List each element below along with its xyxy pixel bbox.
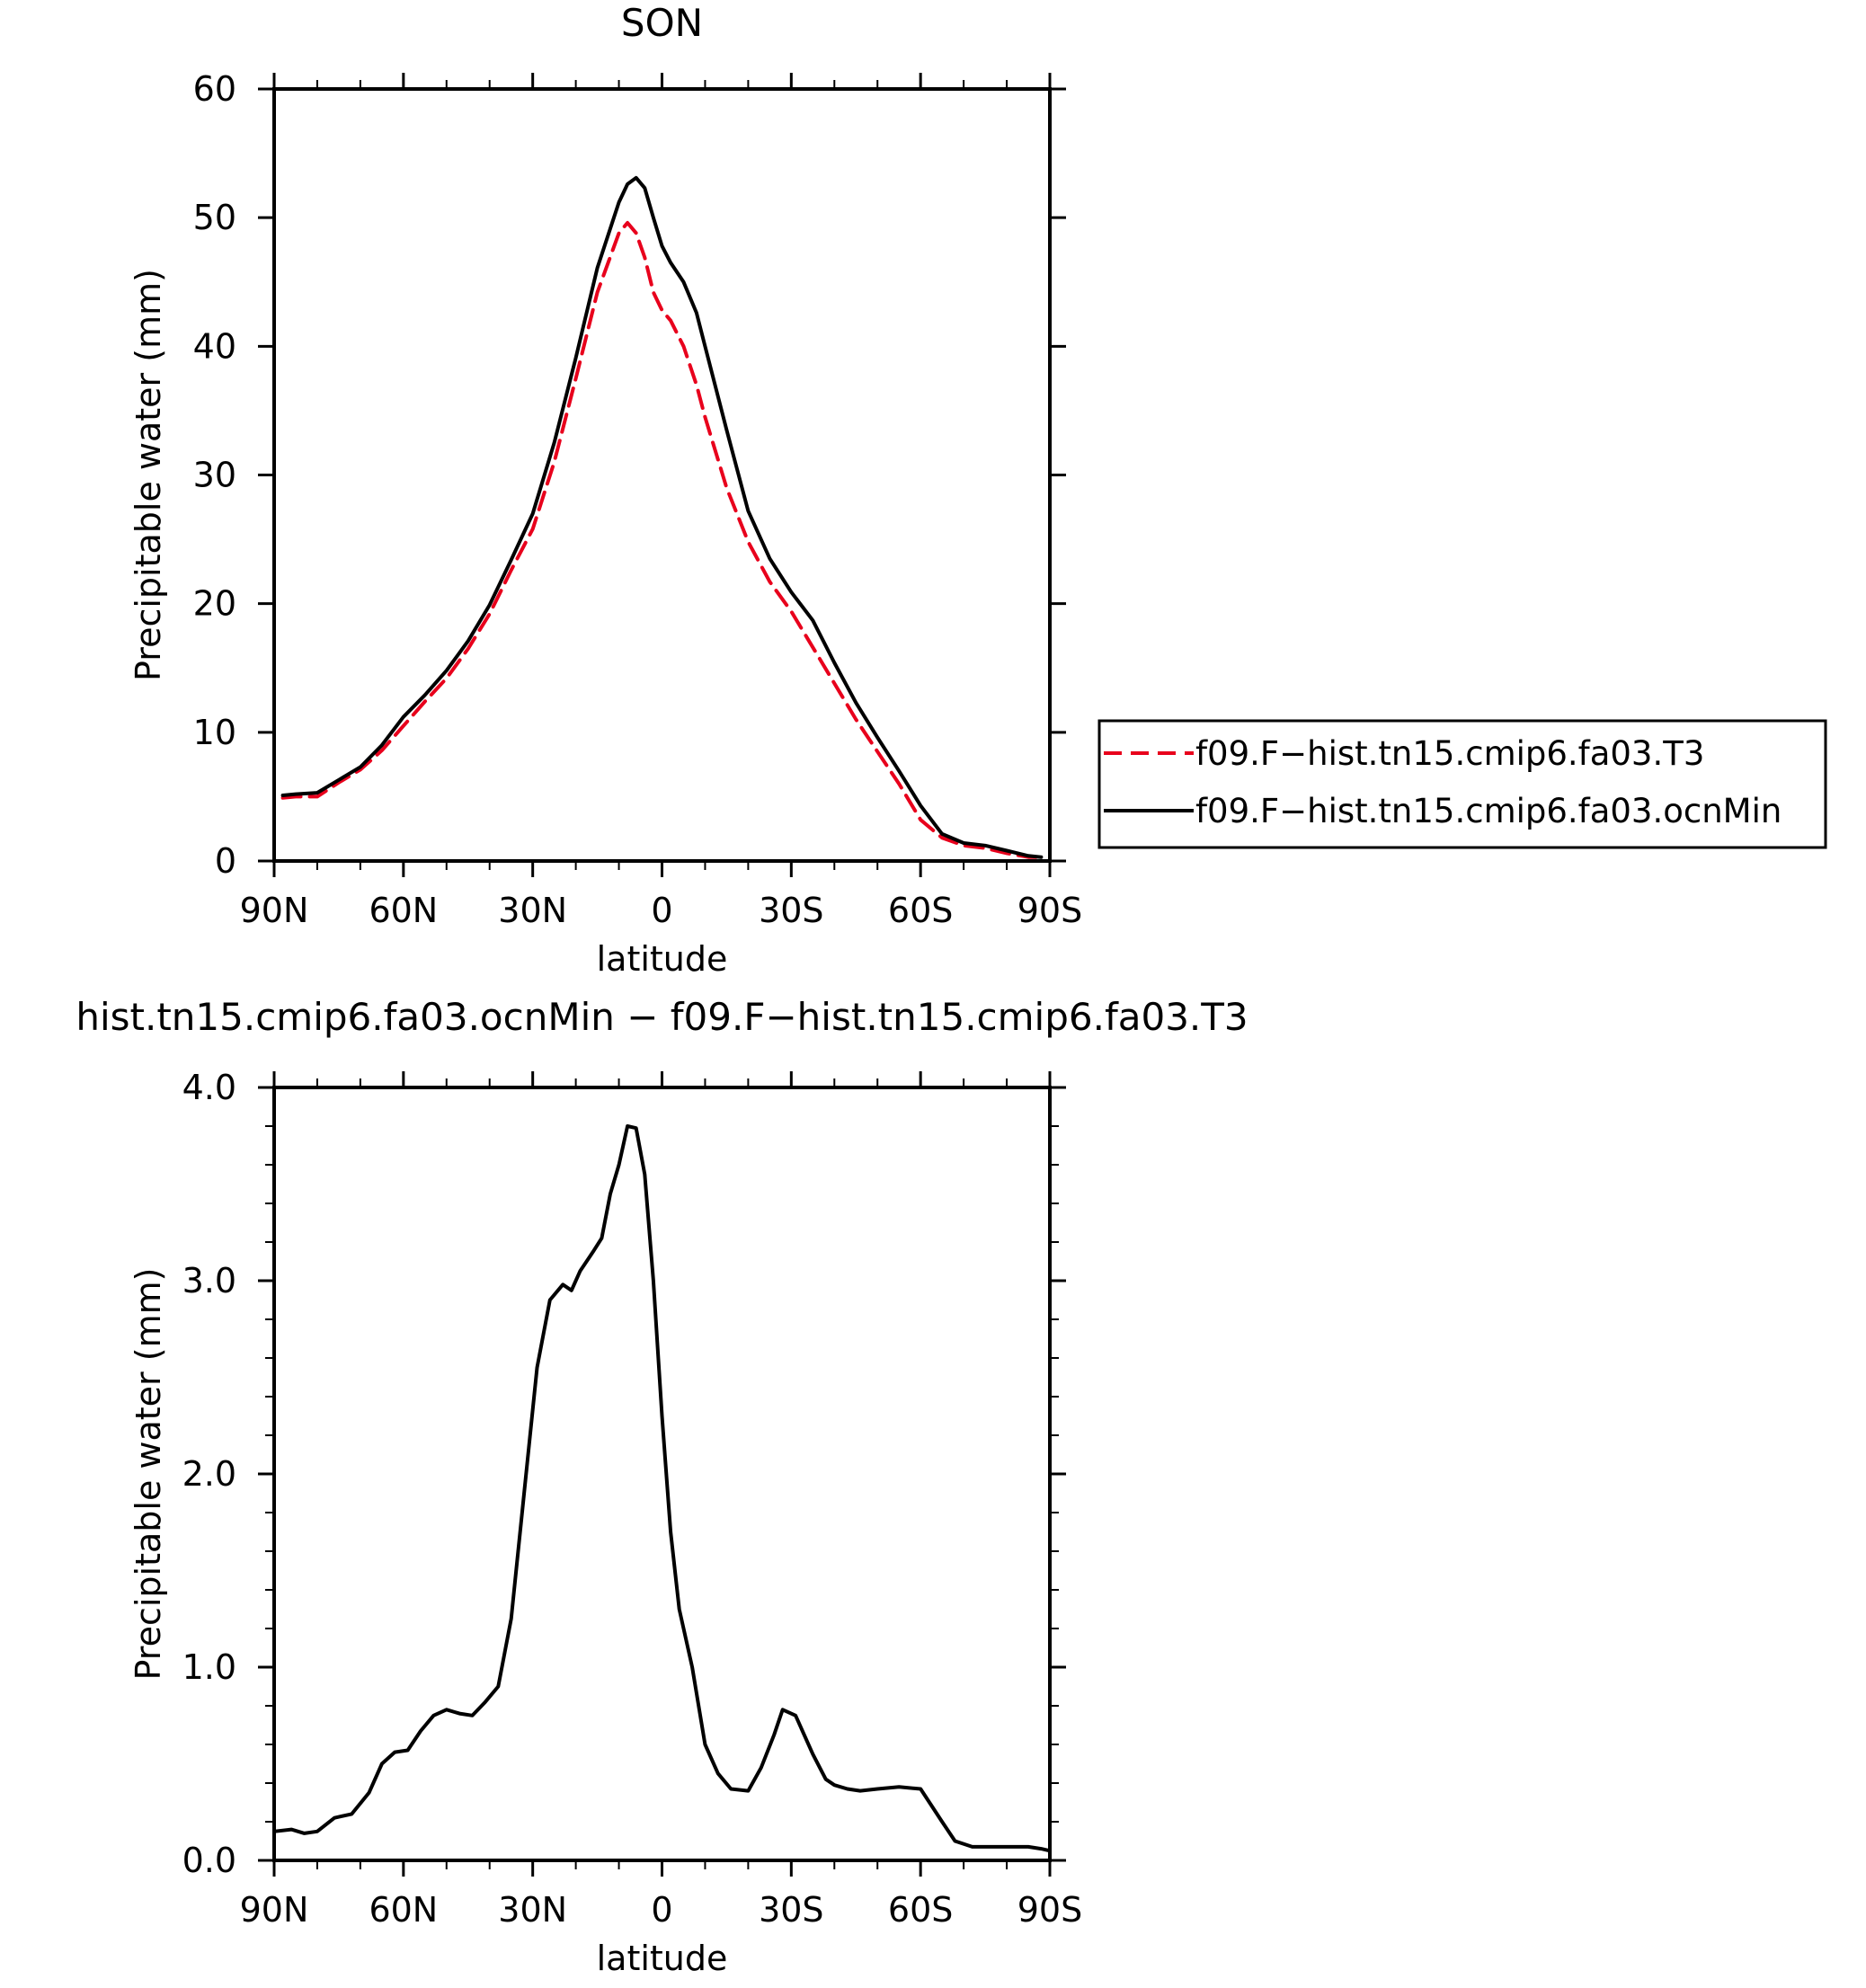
legend-label: f09.F−hist.tn15.cmip6.fa03.T3 — [1195, 734, 1704, 773]
y-tick-label: 30 — [193, 456, 236, 495]
chart-title: SON — [621, 1, 703, 45]
x-tick-label: 30N — [498, 891, 567, 930]
legend-box — [1097, 719, 1827, 849]
y-tick-label: 0.0 — [182, 1841, 236, 1880]
chart-panel-top: 90N 60N 30N 0 30S 60S 90S 0 10 20 30 40 50 60 SON latit… — [129, 1, 1082, 979]
y-tick-label: 3.0 — [182, 1261, 236, 1300]
x-tick-label: 90S — [1017, 1890, 1082, 1930]
x-tick-label: 0 — [651, 1890, 672, 1930]
x-tick-label: 90N — [240, 891, 309, 930]
x-tick-label: 60S — [888, 891, 953, 930]
x-axis-label: latitude — [597, 1939, 728, 1978]
chart-title: hist.tn15.cmip6.fa03.ocnMin − f09.F−hist… — [76, 995, 1248, 1039]
y-tick-label: 0 — [215, 841, 236, 881]
legend: f09.F−hist.tn15.cmip6.fa03.T3 f09.F−hist.… — [1097, 719, 1827, 849]
plot-frame — [272, 1086, 1052, 1862]
y-axis-label: Precipitable water (mm) — [129, 269, 168, 681]
x-tick-label: 90N — [240, 1890, 309, 1930]
y-tick-label: 2.0 — [182, 1454, 236, 1494]
x-tick-label: 90S — [1017, 891, 1082, 930]
x-tick-label: 30N — [498, 1890, 567, 1930]
x-axis-label: latitude — [597, 939, 728, 979]
x-tick-label: 60N — [369, 891, 438, 930]
series-line-1 — [280, 220, 1044, 859]
y-tick-label: 40 — [193, 326, 236, 366]
x-tick-label: 30S — [759, 891, 823, 930]
x-tick-label: 30S — [759, 1890, 823, 1930]
y-tick-label: 10 — [193, 713, 236, 752]
x-tick-label: 60S — [888, 1890, 953, 1930]
x-tick-label: 60N — [369, 1890, 438, 1930]
y-tick-label: 60 — [193, 69, 236, 109]
series-line-1 — [272, 1124, 1052, 1853]
series-line-2 — [280, 175, 1044, 859]
y-tick-label: 50 — [193, 198, 236, 237]
chart-panel-bottom: 90N 60N 30N 0 30S 60S 90S 0.0 1.0 2.0 3.0 4.0 hist.t… — [76, 995, 1248, 1978]
y-tick-label: 20 — [193, 584, 236, 624]
y-tick-label: 4.0 — [182, 1068, 236, 1107]
x-tick-label: 0 — [651, 891, 672, 930]
y-tick-label: 1.0 — [182, 1647, 236, 1687]
legend-label: f09.F−hist.tn15.cmip6.fa03.ocnMin — [1195, 792, 1782, 830]
y-axis-label: Precipitable water (mm) — [129, 1268, 168, 1681]
plot-frame — [272, 87, 1052, 863]
